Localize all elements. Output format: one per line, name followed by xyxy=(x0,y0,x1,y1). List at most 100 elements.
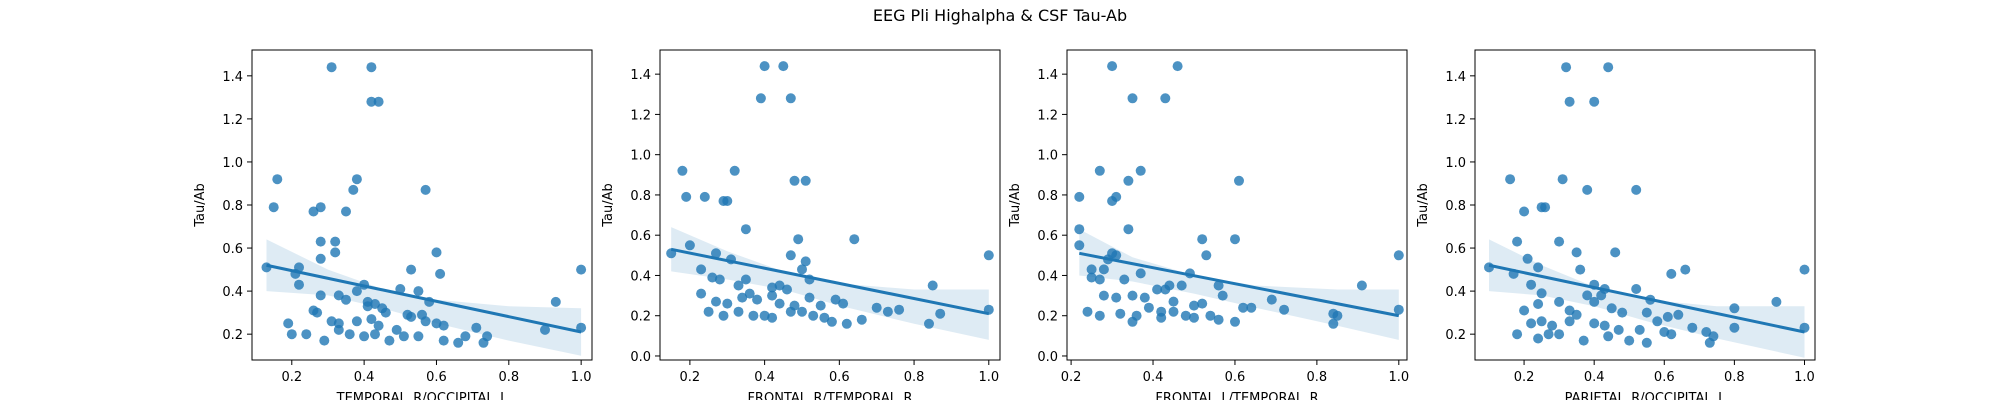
data-point xyxy=(707,272,718,283)
data-point xyxy=(804,292,815,303)
y-axis-label: Tau/Ab xyxy=(1416,183,1431,228)
data-point xyxy=(1512,236,1523,247)
data-point xyxy=(1662,311,1673,322)
data-point xyxy=(351,174,362,185)
y-tick-label: 1.4 xyxy=(1445,70,1466,85)
y-tick-label: 0.2 xyxy=(1445,328,1466,343)
data-point xyxy=(1111,191,1122,202)
data-point xyxy=(733,306,744,317)
data-point xyxy=(395,284,406,294)
data-point xyxy=(1180,310,1191,321)
data-point xyxy=(774,280,785,291)
x-tick-label: 0.4 xyxy=(754,370,775,385)
data-point xyxy=(1119,274,1130,285)
data-point xyxy=(767,282,778,293)
data-point xyxy=(1641,307,1652,318)
data-point xyxy=(1086,264,1097,275)
data-point xyxy=(366,314,377,325)
data-point xyxy=(1135,268,1146,279)
x-tick-label: 1.0 xyxy=(1388,370,1409,385)
data-point xyxy=(699,191,710,202)
data-point xyxy=(283,318,294,329)
subplot-3: 0.2 0.4 0.6 0.8 1.00.00.20.40.60.81.01.21.4F… xyxy=(1008,49,1409,400)
data-point xyxy=(1554,296,1565,307)
data-point xyxy=(1603,331,1614,342)
data-point xyxy=(1589,96,1600,107)
data-point xyxy=(1687,322,1698,333)
data-point xyxy=(740,274,751,285)
data-point xyxy=(420,184,431,195)
data-point xyxy=(308,206,319,217)
data-point xyxy=(1547,320,1558,331)
data-point xyxy=(1582,290,1593,301)
data-point xyxy=(785,93,796,104)
x-tick-label: 0.2 xyxy=(1061,370,1082,385)
data-point xyxy=(348,184,359,195)
data-point xyxy=(1606,303,1617,314)
data-point xyxy=(268,202,279,213)
y-tick-label: 0.0 xyxy=(1037,350,1058,365)
data-point xyxy=(815,300,826,311)
y-tick-label: 0.8 xyxy=(630,189,651,204)
data-point xyxy=(1543,329,1554,340)
data-point xyxy=(1617,307,1628,318)
x-axis-label: FRONTAL_L/TEMPORAL_R xyxy=(1155,391,1318,400)
data-point xyxy=(351,316,362,327)
x-tick-label: 0.6 xyxy=(426,370,447,385)
data-point xyxy=(711,248,721,259)
data-point xyxy=(1533,333,1544,344)
data-point xyxy=(1123,224,1134,235)
data-point xyxy=(1575,264,1586,275)
data-point xyxy=(1634,324,1645,335)
data-point xyxy=(1393,304,1404,315)
data-point xyxy=(1127,316,1138,327)
y-tick-label: 1.0 xyxy=(1445,156,1466,171)
data-point xyxy=(1094,165,1105,176)
data-point xyxy=(711,296,721,307)
x-tick-label: 0.6 xyxy=(1225,370,1246,385)
data-point xyxy=(431,247,442,258)
data-point xyxy=(359,331,370,342)
data-point xyxy=(319,335,330,346)
data-point xyxy=(1571,247,1582,258)
data-point xyxy=(1554,329,1565,340)
data-point xyxy=(800,175,811,186)
data-point xyxy=(1074,191,1085,202)
data-point xyxy=(722,196,733,206)
data-point xyxy=(856,314,867,325)
data-point xyxy=(1172,61,1183,72)
data-point xyxy=(1536,288,1547,299)
data-point xyxy=(1540,202,1551,213)
data-point xyxy=(1564,96,1575,107)
data-point xyxy=(384,335,395,346)
data-point xyxy=(1631,184,1642,195)
data-point xyxy=(722,298,733,309)
data-point xyxy=(1624,335,1635,346)
data-point xyxy=(778,61,789,72)
data-point xyxy=(550,296,561,307)
data-point xyxy=(1127,290,1138,301)
data-point xyxy=(1536,316,1547,327)
data-point xyxy=(576,264,587,275)
data-point xyxy=(366,96,377,107)
data-point xyxy=(849,234,860,245)
x-tick-label: 1.0 xyxy=(571,370,592,385)
data-point xyxy=(1613,324,1624,335)
x-tick-label: 0.4 xyxy=(1584,370,1605,385)
data-point xyxy=(1589,296,1600,307)
data-point xyxy=(341,206,351,217)
data-point xyxy=(752,294,763,305)
data-point xyxy=(1328,318,1339,329)
data-point xyxy=(1217,290,1228,301)
x-axis-label: PARIETAL_R/OCCIPITAL_L xyxy=(1565,391,1726,400)
data-point xyxy=(1115,308,1126,319)
y-tick-label: 0.8 xyxy=(222,199,243,214)
data-point xyxy=(782,284,792,295)
data-point xyxy=(894,304,905,315)
regression-line xyxy=(670,247,990,316)
data-point xyxy=(800,256,811,267)
data-point xyxy=(759,61,770,72)
data-point xyxy=(1160,93,1171,104)
data-point xyxy=(438,320,449,331)
